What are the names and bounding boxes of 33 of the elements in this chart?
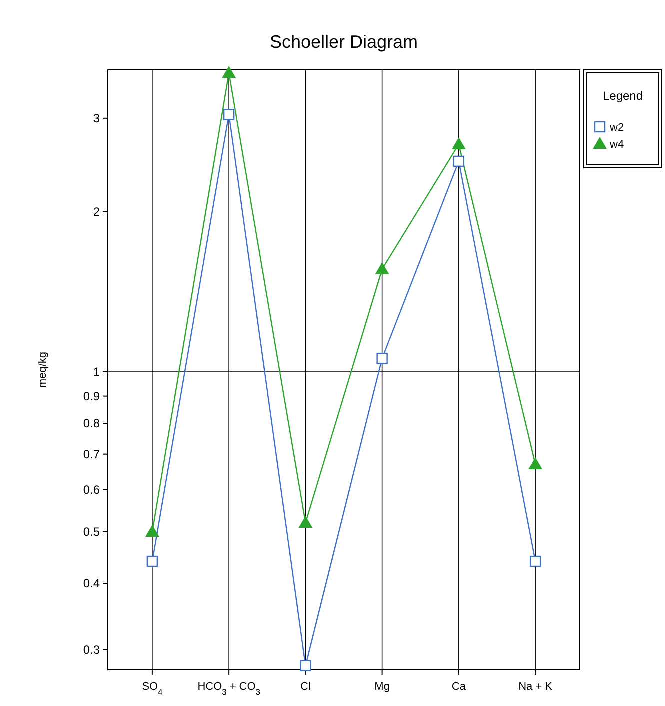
y-tick-label: 0.7 <box>83 448 100 462</box>
legend-title: Legend <box>602 89 644 103</box>
x-tick-label: SO$_{4}$ <box>142 681 164 696</box>
y-tick-label: 0.3 <box>83 643 100 658</box>
point <box>530 556 542 568</box>
y-tick-label: 0.4 <box>83 576 100 591</box>
point <box>300 660 312 672</box>
point <box>375 262 390 274</box>
point <box>452 137 466 150</box>
y-tick-label: 0.6 <box>83 483 100 498</box>
y-tick-label: 2 <box>93 205 100 220</box>
x-tick-label: Ca <box>452 681 467 693</box>
point <box>146 556 158 568</box>
point <box>145 525 160 537</box>
point <box>528 457 543 470</box>
legend-label: w2 <box>609 122 624 134</box>
point <box>223 108 235 120</box>
y-tick-label: 1 <box>93 365 100 380</box>
x-tick-label: Na + K <box>518 681 554 693</box>
y-tick-label: 0.8 <box>83 416 100 431</box>
y-tick-label: 3 <box>93 112 100 126</box>
chart-title: Schoeller Diagram <box>270 32 418 52</box>
point <box>376 352 388 364</box>
y-tick-label: 0.9 <box>83 390 100 404</box>
point <box>298 516 313 528</box>
x-tick-label: Cl <box>300 681 311 693</box>
x-tick-label: HCO$_{3}$ + CO$_{3}$ <box>198 681 261 696</box>
y-tick-label: 0.5 <box>83 525 100 540</box>
y-axis-title: meq/kg <box>37 352 49 388</box>
x-tick-label: Mg <box>374 681 390 693</box>
point <box>453 156 465 168</box>
point <box>222 66 236 78</box>
legend-label: w4 <box>609 138 624 151</box>
